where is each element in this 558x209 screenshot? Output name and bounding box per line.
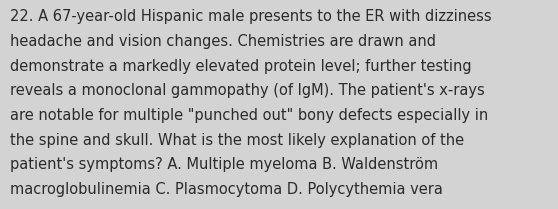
Text: patient's symptoms? A. Multiple myeloma B. Waldenström: patient's symptoms? A. Multiple myeloma … bbox=[10, 157, 438, 172]
Text: demonstrate a markedly elevated protein level; further testing: demonstrate a markedly elevated protein … bbox=[10, 59, 472, 74]
Text: macroglobulinemia C. Plasmocytoma D. Polycythemia vera: macroglobulinemia C. Plasmocytoma D. Pol… bbox=[10, 182, 443, 197]
Text: 22. A 67-year-old Hispanic male presents to the ER with dizziness: 22. A 67-year-old Hispanic male presents… bbox=[10, 9, 492, 24]
Text: are notable for multiple "punched out" bony defects especially in: are notable for multiple "punched out" b… bbox=[10, 108, 488, 123]
Text: the spine and skull. What is the most likely explanation of the: the spine and skull. What is the most li… bbox=[10, 133, 464, 148]
Text: reveals a monoclonal gammopathy (of IgM). The patient's x-rays: reveals a monoclonal gammopathy (of IgM)… bbox=[10, 83, 485, 98]
Text: headache and vision changes. Chemistries are drawn and: headache and vision changes. Chemistries… bbox=[10, 34, 436, 49]
